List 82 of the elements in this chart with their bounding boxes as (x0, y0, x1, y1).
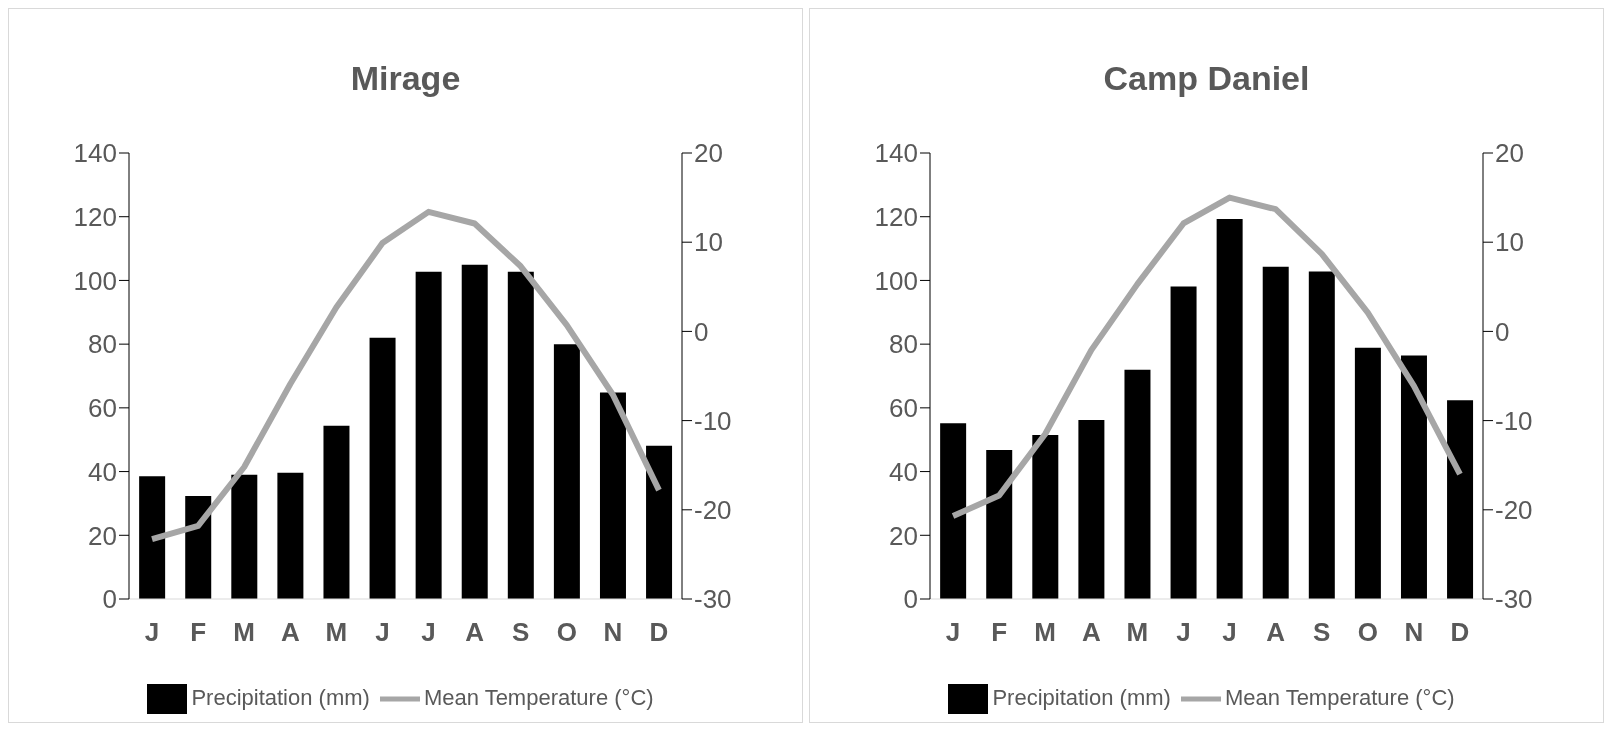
bar (599, 392, 626, 599)
bar (1447, 400, 1474, 599)
y2-tick-label: -20 (694, 495, 732, 526)
x-tick-label: F (190, 617, 207, 648)
x-tick-label: J (375, 617, 390, 648)
bar (646, 445, 673, 599)
y-tick-label: 140 (73, 138, 117, 169)
x-tick-label: A (1081, 617, 1101, 648)
x-tick-label: M (325, 617, 348, 648)
y-tick-label: 100 (874, 265, 918, 296)
bar (1308, 271, 1335, 599)
bar (277, 472, 304, 599)
x-tick-label: J (945, 617, 961, 648)
x-tick-label: A (1266, 617, 1286, 648)
legend-label: Precipitation (mm) (191, 684, 370, 710)
y-tick-label: 120 (73, 201, 117, 232)
y-tick-label: 60 (88, 393, 117, 424)
y-tick-label: 40 (88, 456, 117, 487)
bar (507, 271, 534, 599)
x-tick-label: J (1222, 617, 1237, 648)
bar (231, 474, 258, 599)
y2-tick-label: -10 (1495, 405, 1533, 436)
y-tick-label: 0 (903, 584, 918, 615)
y-tick-label: 80 (88, 329, 117, 360)
y2-tick-label: -30 (1495, 584, 1533, 615)
legend-label: Precipitation (mm) (992, 684, 1171, 710)
x-tick-label: J (1176, 617, 1191, 648)
y2-tick-label: -30 (694, 584, 732, 615)
y2-tick-label: 0 (1495, 316, 1510, 347)
y-tick-label: 20 (889, 520, 918, 551)
x-tick-label: M (1034, 617, 1057, 648)
chart-title: Camp Daniel (1102, 59, 1311, 99)
x-tick-label: M (1126, 617, 1149, 648)
legend-label: Mean Temperature (°C) (423, 684, 654, 710)
bar (1078, 419, 1105, 599)
y-tick-label: 120 (874, 201, 918, 232)
bar (415, 271, 442, 599)
bar (1124, 369, 1151, 599)
x-tick-label: O (556, 617, 577, 648)
y-tick-label: 40 (889, 456, 918, 487)
x-tick-label: D (649, 617, 669, 648)
x-tick-label: J (421, 617, 436, 648)
y2-tick-label: -20 (1495, 495, 1533, 526)
y-tick-label: 100 (73, 265, 117, 296)
y2-tick-label: 0 (694, 316, 709, 347)
y-tick-label: 80 (889, 329, 918, 360)
bar (940, 423, 967, 599)
bar (1170, 286, 1197, 599)
bar (553, 344, 580, 599)
bar (369, 337, 396, 599)
y-tick-label: 140 (874, 138, 918, 169)
bar (185, 496, 212, 599)
x-tick-label: N (603, 617, 623, 648)
x-tick-label: F (991, 617, 1008, 648)
bar (1262, 266, 1289, 599)
bar (1354, 347, 1381, 599)
y2-tick-label: 10 (1495, 227, 1524, 258)
x-tick-label: A (280, 617, 300, 648)
bar (139, 476, 166, 599)
y-tick-label: 20 (88, 520, 117, 551)
y2-tick-label: 10 (694, 227, 723, 258)
bar (461, 264, 488, 599)
y2-tick-label: 20 (1495, 138, 1524, 169)
y2-tick-label: 20 (694, 138, 723, 169)
x-tick-label: A (465, 617, 485, 648)
chart-title: Mirage (349, 59, 462, 99)
bar (1216, 218, 1243, 599)
y-tick-label: 60 (889, 393, 918, 424)
legend-label: Mean Temperature (°C) (1224, 684, 1455, 710)
x-tick-label: J (144, 617, 160, 648)
bar (323, 425, 350, 599)
x-tick-label: N (1404, 617, 1424, 648)
x-tick-label: M (233, 617, 256, 648)
x-tick-label: O (1357, 617, 1378, 648)
bar (1400, 355, 1427, 599)
x-tick-label: S (512, 617, 530, 648)
bar (986, 449, 1013, 599)
x-tick-label: D (1450, 617, 1470, 648)
y-tick-label: 0 (102, 584, 117, 615)
x-tick-label: S (1313, 617, 1331, 648)
y2-tick-label: -10 (694, 405, 732, 436)
bar (1032, 434, 1059, 599)
